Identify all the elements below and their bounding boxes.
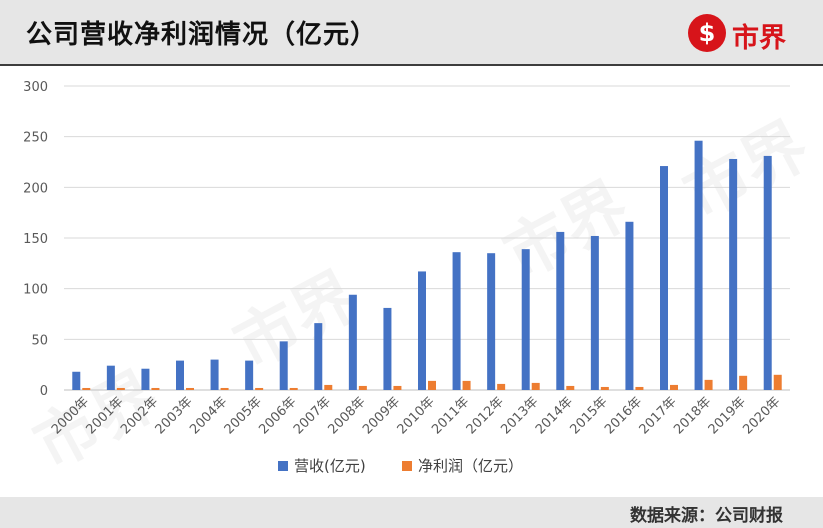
revenue-bar [556,231,565,390]
profit-bar [428,380,436,390]
brand-logo: $ 市界 [688,14,798,54]
source-note: 数据来源：公司财报 [630,506,783,526]
revenue-bar [106,365,115,390]
revenue-bar [176,360,184,390]
revenue-bar [487,253,496,390]
grid-lines [64,85,790,391]
x-tick-label: 2018年 [671,394,714,437]
profit-bar [497,383,506,390]
profit-bar [186,387,194,390]
profit-bar [462,380,471,390]
x-tick-label: 2008年 [325,394,368,437]
revenue-bar [625,221,634,390]
profit-bar [358,385,367,390]
profit-bar [324,384,333,390]
x-tick-label: 2017年 [637,394,680,437]
x-tick-label: 2004年 [187,394,230,437]
legend-label-revenue: 营收(亿元) [294,457,366,475]
header-divider [0,64,823,66]
x-tick-label: 2012年 [464,394,507,437]
profit-bar [635,386,644,390]
x-tick-label: 2013年 [498,394,541,437]
bar-series [72,140,782,390]
revenue-bar [245,360,254,390]
revenue-bar [521,249,530,390]
profit-bar [393,385,402,390]
profit-bar [739,375,748,390]
y-tick-label: 150 [23,232,48,247]
revenue-bar [314,323,323,390]
legend-swatch-profit [402,461,412,471]
y-tick-label: 100 [23,283,48,298]
revenue-bar [452,252,461,390]
revenue-bar [279,341,288,390]
revenue-bar [418,271,426,390]
footer-bar: 数据来源：公司财报 [0,497,823,528]
x-tick-label: 2006年 [256,394,299,437]
revenue-bar [694,140,703,390]
x-tick-label: 2011年 [429,394,472,437]
revenue-bar [660,166,668,390]
profit-bar [566,385,575,390]
dollar-circle-icon: $ [688,14,726,52]
revenue-bar [590,235,599,390]
legend-label-profit: 净利润（亿元） [418,457,523,475]
profit-bar [289,387,298,390]
revenue-bar [383,307,392,390]
x-tick-label: 2000年 [49,394,92,437]
profit-bar [773,374,782,390]
profit-bar [82,387,91,390]
legend: 营收(亿元) 净利润（亿元） [278,457,523,475]
header-bar: 公司营收净利润情况（亿元） $ 市界 [0,0,823,66]
profit-bar [116,387,125,390]
x-tick-label: 2009年 [360,394,403,437]
x-tick-label: 2003年 [153,394,196,437]
x-tick-label: 2020年 [740,394,783,437]
brand-name: 市界 [732,23,786,54]
x-tick-label: 2002年 [118,394,161,437]
revenue-bar [763,155,772,390]
profit-bar [600,386,609,390]
x-tick-label: 2016年 [602,394,645,437]
profit-bar [531,382,540,390]
y-axis-ticks: 0 50 100 150 200 250 300 [23,80,48,399]
x-tick-label: 2019年 [706,394,749,437]
revenue-bar [72,371,81,390]
y-tick-label: 200 [23,181,48,196]
x-tick-label: 2001年 [83,394,126,437]
profit-bar [151,387,160,390]
x-tick-label: 2007年 [291,394,334,437]
profit-bar [220,387,229,390]
profit-bar [670,384,678,390]
chart-title: 公司营收净利润情况（亿元） [26,20,378,50]
profit-bar [704,379,713,390]
x-tick-label: 2010年 [395,394,438,437]
y-tick-label: 50 [31,333,48,348]
x-tick-label: 2014年 [533,394,576,437]
legend-swatch-revenue [278,461,288,471]
revenue-bar [141,368,150,390]
x-tick-label: 2015年 [567,394,610,437]
revenue-bar [210,359,219,390]
profit-bar [255,387,264,390]
revenue-bar [348,294,357,390]
x-axis-ticks: 2000年2001年2002年2003年2004年2005年2006年2007年… [49,394,784,437]
revenue-bar [729,158,738,390]
y-tick-label: 250 [23,131,48,146]
x-tick-label: 2005年 [222,394,265,437]
y-tick-label: 300 [23,80,48,95]
y-tick-label: 0 [40,384,48,399]
